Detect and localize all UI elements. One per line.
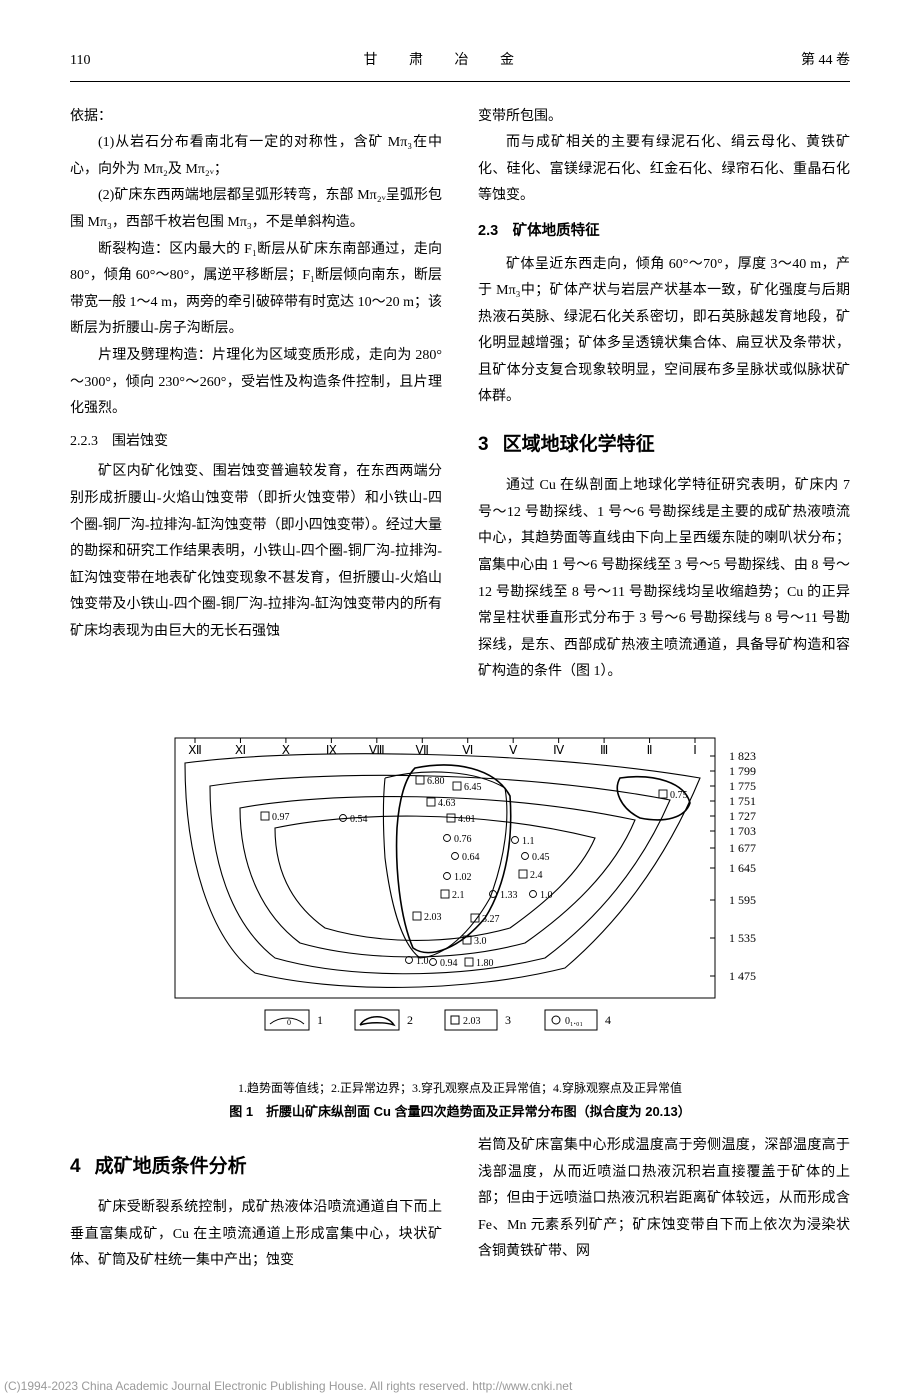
svg-text:0.64: 0.64 (462, 852, 480, 863)
para: 而与成矿相关的主要有绿泥石化、绢云母化、黄铁矿化、硅化、富镁绿泥石化、红金石化、… (478, 130, 850, 210)
para: 通过 Cu 在纵剖面上地球化学特征研究表明，矿床内 7 号～12 号勘探线、1 … (478, 473, 850, 686)
svg-text:4: 4 (605, 1013, 611, 1027)
svg-text:0.45: 0.45 (532, 852, 550, 863)
svg-text:0.94: 0.94 (440, 958, 458, 969)
svg-text:1 799: 1 799 (729, 764, 756, 778)
svg-text:3: 3 (505, 1013, 511, 1027)
bottom-left-column: 4 成矿地质条件分析 矿床受断裂系统控制，成矿热液体沿喷流通道自下而上垂直富集成矿… (70, 1133, 442, 1275)
svg-text:0.75: 0.75 (670, 790, 688, 801)
svg-text:Ⅳ: Ⅳ (553, 743, 564, 757)
svg-text:Ⅷ: Ⅷ (369, 743, 385, 757)
svg-text:2.1: 2.1 (452, 890, 465, 901)
para: 矿体呈近东西走向，倾角 60°～70°，厚度 3～40 m，产于 Mπ₃中；矿体… (478, 252, 850, 412)
heading-4-num: 4 (70, 1156, 81, 1177)
svg-text:1.02: 1.02 (454, 872, 472, 883)
svg-text:1 595: 1 595 (729, 893, 756, 907)
svg-text:1: 1 (317, 1013, 323, 1027)
svg-text:1 775: 1 775 (729, 779, 756, 793)
heading-2-2-3: 2.2.3 围岩蚀变 (70, 429, 442, 456)
svg-text:1.1: 1.1 (522, 836, 535, 847)
svg-text:Ⅺ: Ⅺ (235, 743, 246, 757)
svg-text:1.33: 1.33 (500, 890, 518, 901)
svg-text:6.45: 6.45 (464, 782, 482, 793)
page-footer: (C)1994-2023 China Academic Journal Elec… (0, 1375, 920, 1398)
para: 矿床受断裂系统控制，成矿热液体沿喷流通道自下而上垂直富集成矿，Cu 在主喷流通道… (70, 1195, 442, 1275)
figure-title: 图 1 折腰山矿床纵剖面 Cu 含量四次趋势面及正异常分布图（拟合度为 20.1… (70, 1100, 850, 1123)
heading-4-title: 成矿地质条件分析 (95, 1156, 247, 1177)
svg-text:Ⅵ: Ⅵ (462, 743, 473, 757)
svg-text:1 823: 1 823 (729, 749, 756, 763)
figure-1-svg: ⅫⅪⅩⅨⅧⅦⅥⅤⅣⅢⅡⅠ1 8231 7991 7751 7511 7271 7… (115, 708, 805, 1068)
volume: 第 44 卷 (801, 48, 850, 75)
bottom-right-column: 岩筒及矿床富集中心形成温度高于旁侧温度，深部温度高于浅部温度，从而近喷溢口热液沉… (478, 1133, 850, 1275)
svg-text:6.80: 6.80 (427, 776, 445, 787)
right-column: 变带所包围。 而与成矿相关的主要有绿泥石化、绢云母化、黄铁矿化、硅化、富镁绿泥石… (478, 104, 850, 686)
svg-text:Ⅸ: Ⅸ (326, 743, 337, 757)
svg-text:Ⅱ: Ⅱ (647, 743, 653, 757)
upper-columns: 依据： (1)从岩石分布看南北有一定的对称性，含矿 Mπ₃在中心，向外为 Mπ₂… (70, 104, 850, 686)
para: 矿区内矿化蚀变、围岩蚀变普遍较发育，在东西两端分别形成折腰山-火焰山蚀变带（即折… (70, 459, 442, 645)
para: (1)从岩石分布看南北有一定的对称性，含矿 Mπ₃在中心，向外为 Mπ₂及 Mπ… (70, 130, 442, 183)
svg-text:1 703: 1 703 (729, 824, 756, 838)
figure-1-caption: 1.趋势面等值线；2.正异常边界；3.穿孔观察点及正异常值；4.穿脉观察点及正异… (70, 1078, 850, 1123)
svg-text:1 475: 1 475 (729, 969, 756, 983)
svg-text:1 751: 1 751 (729, 794, 756, 808)
svg-text:4.01: 4.01 (458, 814, 476, 825)
svg-text:Ⅻ: Ⅻ (188, 743, 202, 757)
page-header: 110 甘 肃 冶 金 第 44 卷 (70, 48, 850, 82)
para: 岩筒及矿床富集中心形成温度高于旁侧温度，深部温度高于浅部温度，从而近喷溢口热液沉… (478, 1133, 850, 1266)
figure-1-wrap: ⅫⅪⅩⅨⅧⅦⅥⅤⅣⅢⅡⅠ1 8231 7991 7751 7511 7271 7… (70, 708, 850, 1123)
page-number: 110 (70, 48, 90, 75)
para: 片理及劈理构造：片理化为区域变质形成，走向为 280°～300°，倾向 230°… (70, 343, 442, 423)
svg-text:Ⅰ: Ⅰ (693, 743, 697, 757)
svg-text:0.97: 0.97 (272, 812, 290, 823)
svg-text:2: 2 (407, 1013, 413, 1027)
svg-text:2.03: 2.03 (463, 1016, 481, 1027)
svg-text:4.63: 4.63 (438, 798, 456, 809)
svg-text:1.80: 1.80 (476, 958, 494, 969)
lower-columns: 4 成矿地质条件分析 矿床受断裂系统控制，成矿热液体沿喷流通道自下而上垂直富集成矿… (70, 1133, 850, 1275)
svg-text:1.0: 1.0 (540, 890, 553, 901)
svg-text:0.54: 0.54 (350, 814, 368, 825)
para: 依据： (70, 104, 442, 131)
svg-text:2.03: 2.03 (424, 912, 442, 923)
heading-3: 3 区域地球化学特征 (478, 427, 850, 463)
svg-text:1 727: 1 727 (729, 809, 756, 823)
heading-3-title: 区域地球化学特征 (503, 434, 655, 455)
svg-text:Ⅴ: Ⅴ (509, 743, 518, 757)
svg-text:3.0: 3.0 (474, 936, 487, 947)
svg-text:Ⅲ: Ⅲ (600, 743, 608, 757)
svg-text:1 645: 1 645 (729, 861, 756, 875)
figure-legend-text: 1.趋势面等值线；2.正异常边界；3.穿孔观察点及正异常值；4.穿脉观察点及正异… (70, 1078, 850, 1100)
para: 断裂构造：区内最大的 F₁断层从矿床东南部通过，走向 80°，倾角 60°～80… (70, 237, 442, 343)
svg-text:1.0: 1.0 (416, 956, 429, 967)
svg-text:1 677: 1 677 (729, 841, 756, 855)
svg-text:2.4: 2.4 (530, 870, 543, 881)
svg-text:3.27: 3.27 (482, 914, 500, 925)
heading-3-num: 3 (478, 434, 489, 455)
svg-text:0: 0 (287, 1018, 291, 1027)
svg-text:1 535: 1 535 (729, 931, 756, 945)
left-column: 依据： (1)从岩石分布看南北有一定的对称性，含矿 Mπ₃在中心，向外为 Mπ₂… (70, 104, 442, 686)
para: 变带所包围。 (478, 104, 850, 131)
journal-title: 甘 肃 冶 金 (363, 48, 528, 75)
svg-text:0.76: 0.76 (454, 834, 472, 845)
para: (2)矿床东西两端地层都呈弧形转弯，东部 Mπ₂ᵥ呈弧形包围 Mπ₃，西部千枚岩… (70, 183, 442, 236)
heading-4: 4 成矿地质条件分析 (70, 1149, 442, 1185)
heading-2-3: 2.3 矿体地质特征 (478, 218, 850, 246)
svg-text:0₁.₀₁: 0₁.₀₁ (565, 1016, 583, 1027)
